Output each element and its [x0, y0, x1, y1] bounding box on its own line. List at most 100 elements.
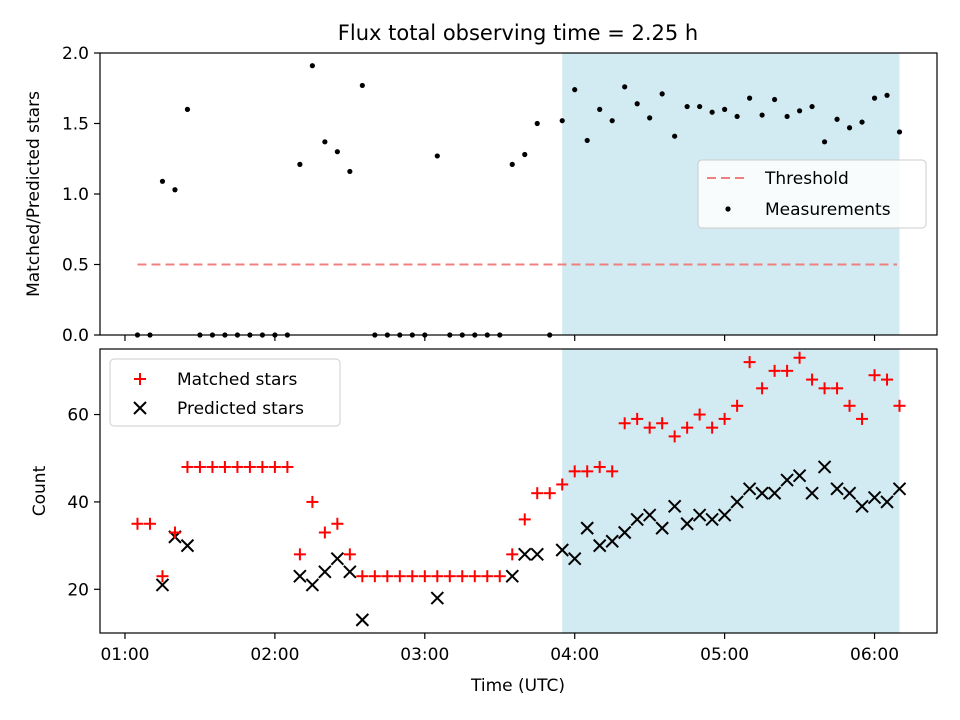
matched-star-point [781, 364, 794, 377]
count-legend-matched-label: Matched stars [177, 370, 297, 390]
measurement-point [896, 129, 903, 135]
predicted-star-point [592, 538, 607, 553]
matched-star-point [168, 526, 181, 539]
count-panel-y-axis-label: Count [30, 465, 50, 516]
matched-star-point [481, 570, 494, 583]
matched-star-point [556, 478, 569, 491]
predicted-star-point [505, 569, 519, 583]
matched-star-point [581, 465, 594, 478]
predicted-star-point [617, 525, 632, 540]
matched-star-point [331, 517, 344, 530]
measurement-point [522, 151, 528, 158]
matched-star-point [693, 408, 706, 421]
matched-star-point [131, 517, 144, 530]
matched-star-point [306, 495, 319, 508]
matched-star-point [606, 465, 619, 478]
matched-star-point [881, 373, 894, 386]
count-panel-y-ticks: 20 40 60 [67, 406, 100, 600]
matched-star-point [431, 570, 444, 583]
measurement-point [597, 106, 603, 112]
matched-star-point [743, 356, 756, 369]
matched-star-point [381, 570, 394, 583]
matched-star-point [843, 399, 856, 412]
measurement-point [659, 91, 665, 97]
matched-star-point [218, 460, 231, 473]
measurement-point [821, 139, 828, 145]
matched-star-point [793, 351, 806, 364]
predicted-star-point [655, 521, 669, 535]
matched-star-point [543, 487, 556, 500]
matched-star-point [143, 517, 156, 530]
measurement-point [846, 125, 853, 131]
ratio-legend-measurements-swatch [725, 206, 731, 212]
matched-star-point [281, 460, 294, 473]
measurement-point [796, 108, 803, 114]
predicted-star-point [880, 495, 894, 509]
matched-star-point [256, 460, 269, 473]
ratio-y-tick-label: 0.5 [62, 256, 89, 276]
matched-star-point [506, 548, 519, 561]
count-panel-frame [99, 348, 938, 634]
matched-star-point [818, 382, 831, 395]
count-panel: 01:00 02:00 03:00 04:00 05:00 06:00 20 40 60 Co… [30, 348, 938, 696]
matched-star-point [618, 417, 631, 430]
measurement-point [647, 115, 653, 121]
matched-star-point [181, 460, 194, 473]
matched-star-point [631, 412, 644, 425]
matched-star-point [893, 399, 906, 412]
ratio-legend-threshold-label: Threshold [764, 169, 849, 189]
measurement-point [734, 113, 740, 120]
predicted-star-point [667, 499, 682, 513]
x-tick-label: 02:00 [250, 645, 299, 665]
measurement-point [184, 106, 191, 112]
matched-star-point [443, 570, 456, 583]
matched-star-point [418, 570, 431, 583]
measurement-point [584, 137, 590, 144]
predicted-star-point [892, 482, 907, 496]
measurement-point [359, 82, 365, 89]
matched-star-point [856, 412, 869, 425]
matched-star-point [518, 513, 531, 526]
predicted-star-point [293, 569, 307, 583]
predicted-star-point [355, 613, 370, 627]
count-legend-matched-swatch [134, 373, 146, 385]
predicted-star-point [842, 486, 857, 500]
measurement-point [672, 133, 678, 139]
x-tick-label: 06:00 [850, 645, 899, 665]
predicted-star-point [180, 538, 195, 553]
predicted-star-point [855, 499, 869, 513]
count-y-tick-label: 40 [67, 493, 89, 513]
measurement-point [172, 187, 178, 193]
predicted-star-point [755, 486, 769, 500]
predicted-star-point [630, 512, 644, 527]
matched-star-point [868, 369, 881, 382]
matched-star-point [531, 487, 544, 500]
measurement-point [572, 87, 578, 93]
measurement-point [722, 106, 728, 112]
measurement-point [559, 118, 565, 124]
x-tick-label: 04:00 [550, 645, 599, 665]
predicted-star-point [580, 521, 594, 535]
predicted-star-point [518, 547, 532, 562]
predicted-star-point [767, 486, 782, 500]
measurement-point [334, 149, 340, 155]
measurement-point [834, 116, 840, 122]
measurement-point [684, 103, 690, 110]
ratio-y-tick-label: 0.0 [62, 326, 89, 346]
count-legend-predicted-swatch [133, 401, 147, 415]
ratio-panel: 0.00.51.01.52.0 Matched/Predicted stars … [24, 44, 938, 346]
ratio-panel-points [134, 63, 903, 338]
predicted-star-point [730, 495, 744, 509]
measurement-point [534, 120, 540, 127]
matched-star-point [731, 399, 744, 412]
matched-star-point [206, 460, 219, 473]
matched-star-point [668, 430, 681, 443]
matched-star-point [193, 460, 206, 473]
count-panel-points [131, 351, 907, 627]
matched-star-point [643, 421, 656, 434]
predicted-star-point [780, 473, 794, 487]
predicted-star-point [830, 482, 844, 496]
matched-star-point [718, 412, 731, 425]
matched-star-point [656, 417, 669, 430]
count-y-tick-label: 20 [67, 580, 89, 600]
